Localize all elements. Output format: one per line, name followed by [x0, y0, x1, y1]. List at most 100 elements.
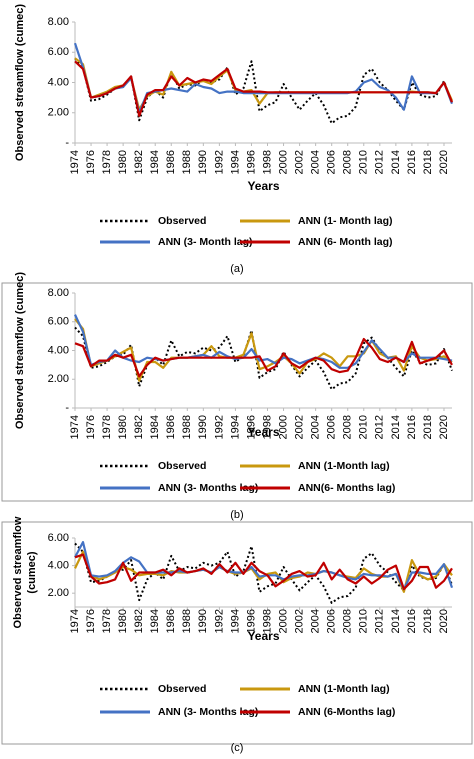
y-tick-label: 2.00 — [48, 107, 69, 119]
x-tick-label: 1990 — [197, 150, 209, 174]
x-tick-label: 2010 — [358, 609, 370, 633]
legend-label: Observed — [158, 215, 206, 227]
x-tick-label: 2008 — [342, 609, 354, 633]
x-tick-label: 1992 — [213, 609, 225, 633]
series-line — [74, 337, 453, 378]
y-tick-label: - — [65, 137, 69, 149]
x-tick-label: 1996 — [245, 609, 257, 633]
x-tick-label: 1984 — [149, 415, 161, 439]
x-tick-label: 1982 — [133, 609, 145, 633]
x-tick-label: 2020 — [438, 150, 450, 174]
legend-label: ANN (1- Month lag) — [298, 215, 393, 227]
y-tick-label: 2.00 — [48, 587, 69, 599]
x-tick-label: 2014 — [390, 150, 402, 174]
x-tick-label: 2016 — [406, 150, 418, 174]
x-tick-label: 1988 — [181, 415, 193, 439]
x-tick-label: 1984 — [149, 150, 161, 174]
panel-border — [1, 282, 473, 502]
series-line — [74, 318, 453, 382]
y-axis-title: Observed streamflow (cumec) — [14, 272, 26, 429]
x-tick-label: 1994 — [229, 609, 241, 633]
y-tick-label: 4.00 — [48, 76, 69, 88]
x-tick-label: 2002 — [294, 609, 306, 633]
x-tick-label: 1974 — [69, 609, 81, 633]
legend-label: ANN (6-Months lag) — [298, 706, 395, 718]
series-line — [74, 553, 453, 591]
x-axis-title: Years — [247, 629, 279, 643]
x-tick-label: 1998 — [261, 609, 273, 633]
x-tick-label: 1978 — [101, 150, 113, 174]
x-tick-label: 2006 — [326, 415, 338, 439]
x-tick-label: 1988 — [181, 150, 193, 174]
x-tick-label: 2018 — [422, 415, 434, 439]
x-tick-label: 2016 — [406, 415, 418, 439]
y-tick-label: - — [65, 402, 69, 414]
x-tick-label: 1978 — [101, 415, 113, 439]
x-axis-title: Years — [247, 179, 279, 193]
x-axis-title: Years — [247, 425, 279, 439]
legend-label: ANN(6- Months lag) — [298, 482, 395, 494]
x-tick-label: 2010 — [358, 415, 370, 439]
x-tick-label: 1978 — [101, 609, 113, 633]
x-tick-label: 2000 — [277, 415, 289, 439]
x-tick-label: 2014 — [390, 415, 402, 439]
x-tick-label: 2000 — [277, 609, 289, 633]
panel-caption: (b) — [230, 509, 243, 521]
y-tick-label: 6.00 — [48, 316, 69, 328]
x-tick-label: 2008 — [342, 150, 354, 174]
x-tick-label: 1992 — [213, 415, 225, 439]
x-tick-label: 1974 — [69, 415, 81, 439]
y-axis-title: Observed streamflow — [12, 516, 24, 628]
series-line — [74, 541, 454, 591]
x-tick-label: 1986 — [165, 415, 177, 439]
y-tick-label: 2.00 — [48, 373, 69, 385]
x-tick-label: 1994 — [229, 150, 241, 174]
series-line — [74, 542, 453, 604]
x-tick-label: 2012 — [374, 150, 386, 174]
panel-caption: (c) — [231, 742, 244, 754]
x-tick-label: 2006 — [326, 609, 338, 633]
x-tick-label: 1998 — [261, 415, 273, 439]
x-tick-label: 1988 — [181, 609, 193, 633]
panel-caption: (a) — [230, 263, 243, 275]
x-tick-label: 2002 — [294, 415, 306, 439]
y-tick-label: 6.00 — [48, 46, 69, 58]
y-axis-title: (cumec) — [26, 551, 38, 594]
series-line — [74, 60, 454, 117]
x-tick-label: 1986 — [165, 150, 177, 174]
x-tick-label: 2020 — [438, 609, 450, 633]
legend-label: Observed — [158, 683, 206, 695]
x-tick-label: 1984 — [149, 609, 161, 633]
x-tick-label: 2012 — [374, 415, 386, 439]
x-tick-label: 2004 — [310, 150, 322, 174]
x-tick-label: 1996 — [245, 415, 257, 439]
x-tick-label: 1994 — [229, 415, 241, 439]
x-tick-label: 1980 — [117, 150, 129, 174]
y-tick-label: 4.00 — [48, 560, 69, 572]
x-tick-label: 2002 — [294, 150, 306, 174]
legend-label: ANN (3- Month lag) — [158, 236, 253, 248]
y-axis-title: Observed streamflow (cumec) — [14, 4, 26, 161]
legend-label: ANN (6- Month lag) — [298, 236, 393, 248]
x-tick-label: 2016 — [406, 609, 418, 633]
y-tick-label: 6.00 — [48, 532, 69, 544]
y-tick-label: 8.00 — [48, 16, 69, 28]
legend-label: ANN (1-Month lag) — [298, 683, 390, 695]
panel-border — [1, 521, 473, 745]
series-line — [74, 57, 453, 125]
legend-label: ANN (3- Months lag) — [158, 482, 258, 494]
x-tick-label: 1986 — [165, 609, 177, 633]
x-tick-label: 2020 — [438, 415, 450, 439]
x-tick-label: 1996 — [245, 150, 257, 174]
x-tick-label: 2018 — [422, 609, 434, 633]
x-tick-label: 2018 — [422, 150, 434, 174]
x-tick-label: 1998 — [261, 150, 273, 174]
legend-label: ANN (3- Months lag) — [158, 706, 258, 718]
legend-label: Observed — [158, 460, 206, 472]
x-tick-label: 1980 — [117, 609, 129, 633]
x-tick-label: 2000 — [277, 150, 289, 174]
x-tick-label: 1976 — [85, 609, 97, 633]
x-tick-label: 2012 — [374, 609, 386, 633]
y-tick-label: 4.00 — [48, 344, 69, 356]
